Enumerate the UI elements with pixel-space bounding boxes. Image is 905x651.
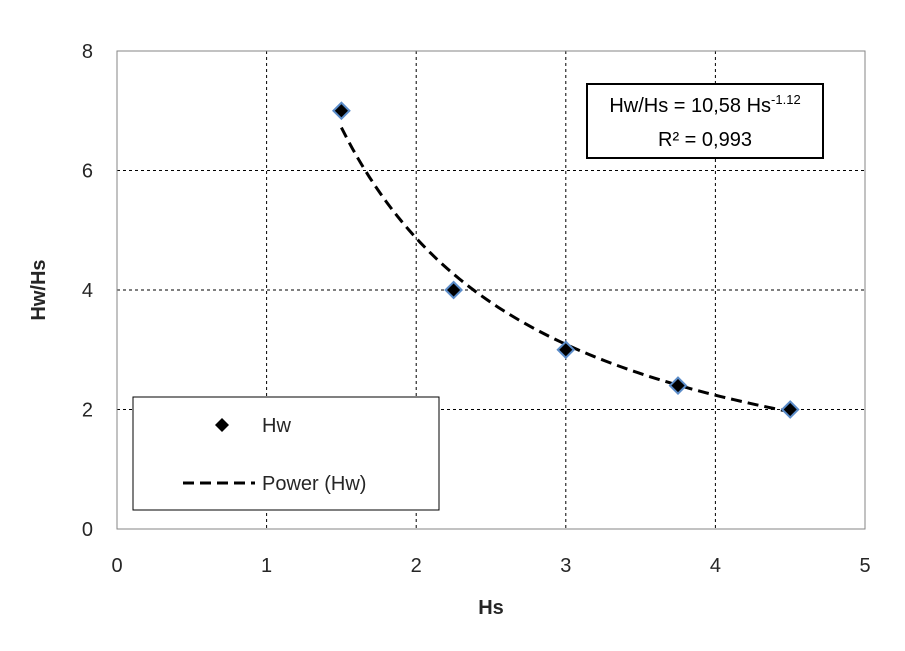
r-squared-label: R² = 0,993 — [658, 129, 752, 151]
y-tick-label: 8 — [82, 41, 93, 63]
legend-frame — [132, 396, 440, 511]
power-trendline — [340, 126, 791, 414]
legend-marker-hw — [215, 418, 229, 432]
y-tick-label: 6 — [82, 161, 93, 183]
equation-exponent: -1.12 — [771, 92, 801, 107]
legend-label-hw: Hw — [262, 415, 291, 437]
y-tick-label: 4 — [82, 280, 93, 302]
data-point-marker — [780, 400, 800, 419]
x-tick-label: 1 — [261, 555, 272, 577]
y-tick-label: 2 — [82, 400, 93, 422]
x-tick-label: 0 — [111, 555, 122, 577]
plot-area — [116, 50, 866, 530]
x-axis-ticks: 0 1 2 3 4 5 — [111, 555, 870, 577]
equation-main: Hw/Hs = 10,58 Hs — [609, 95, 771, 117]
x-axis-title: Hs — [478, 597, 504, 619]
x-tick-label: 3 — [560, 555, 571, 577]
y-tick-label: 0 — [82, 519, 93, 541]
trendline-equation: Hw/Hs = 10,58 Hs-1.12 — [609, 92, 800, 117]
y-axis-title: Hw/Hs — [28, 259, 50, 320]
x-tick-label: 2 — [411, 555, 422, 577]
data-point-marker — [556, 340, 576, 360]
legend-label-power: Power (Hw) — [262, 473, 366, 495]
data-point-marker — [444, 280, 464, 300]
legend: Hw Power (Hw) — [132, 396, 440, 511]
data-point-marker — [331, 101, 351, 121]
x-tick-label: 5 — [859, 555, 870, 577]
equation-box: Hw/Hs = 10,58 Hs-1.12 R² = 0,993 — [586, 83, 824, 159]
y-axis-ticks: 0 2 4 6 8 — [82, 41, 93, 541]
equation-box-frame — [586, 83, 824, 159]
data-point-marker — [668, 376, 688, 396]
x-tick-label: 4 — [710, 555, 721, 577]
data-points — [331, 101, 800, 419]
